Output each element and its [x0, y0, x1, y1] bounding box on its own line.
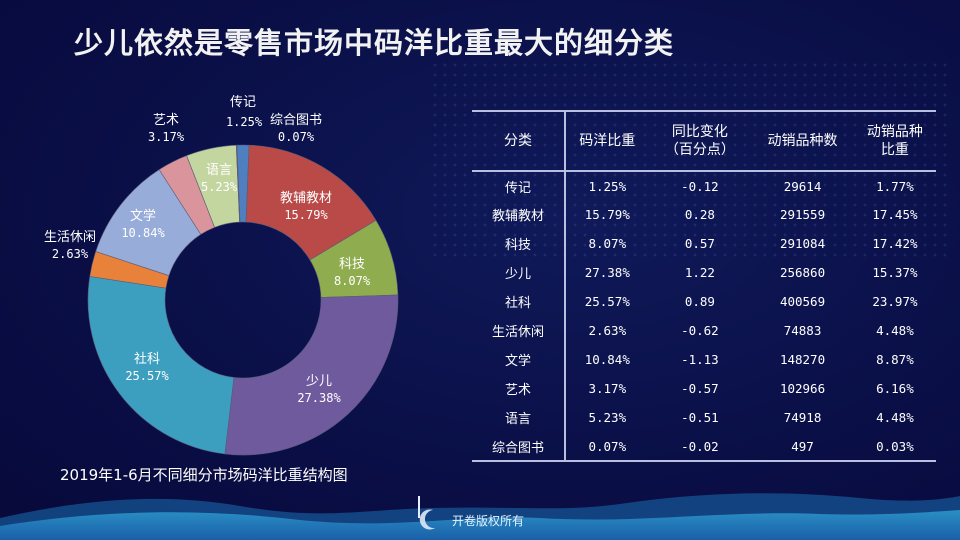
- cell-category: 科技: [472, 229, 566, 258]
- cell-value: 256860: [779, 265, 826, 280]
- cell-category: 传记: [472, 171, 566, 200]
- cell-value: 74918: [783, 410, 822, 425]
- cell-value: -0.51: [681, 410, 719, 425]
- cell-category: 社科: [472, 287, 566, 316]
- donut-chart: [87, 144, 399, 456]
- label-biography-pct: 1.25%: [225, 115, 263, 129]
- cell-value: 102966: [779, 381, 826, 396]
- label-technology: 科技 8.07%: [333, 257, 371, 288]
- label-general-books: 综合图书 0.07%: [269, 113, 323, 144]
- cell-value: 1.22: [684, 265, 715, 280]
- cell-value: -1.13: [681, 352, 719, 367]
- cell-value: 8.87%: [876, 352, 914, 367]
- header-yoy-change: 同比变化 （百分点）: [664, 124, 735, 158]
- cell-value: 0.07%: [588, 438, 627, 454]
- cell-category: 综合图书: [472, 432, 566, 461]
- cell-value: 3.17%: [588, 381, 627, 396]
- cell-value: 0.89: [684, 294, 715, 309]
- cell-value: 291084: [779, 236, 826, 251]
- cell-value: 15.79%: [584, 207, 630, 222]
- cell-value: 27.38%: [584, 265, 630, 280]
- table-row: 语言 5.23% -0.51 74918 4.48%: [472, 403, 936, 432]
- openbook-logo-icon: [418, 496, 435, 530]
- cell-value: -0.57: [681, 381, 719, 396]
- header-active-titles: 动销品种数: [767, 133, 838, 149]
- label-education: 教辅教材 15.79%: [279, 191, 333, 222]
- label-art: 艺术 3.17%: [147, 113, 185, 144]
- footer-wave: [0, 493, 960, 540]
- table-row: 少儿 27.38% 1.22 256860 15.37%: [472, 258, 936, 287]
- cell-category: 艺术: [472, 374, 566, 403]
- cell-value: 0.03%: [876, 438, 914, 454]
- cell-value: 10.84%: [584, 352, 630, 367]
- cell-value: 0.57: [684, 236, 715, 251]
- cell-category: 生活休闲: [472, 316, 566, 345]
- cell-value: -0.12: [681, 178, 719, 194]
- cell-value: 400569: [779, 294, 826, 309]
- cell-value: 0.28: [684, 207, 715, 222]
- cell-value: 1.25%: [588, 178, 627, 194]
- table-row: 综合图书 0.07% -0.02 497 0.03%: [472, 432, 936, 461]
- donut-slice: [235, 144, 241, 223]
- cell-value: 23.97%: [872, 294, 918, 309]
- cell-value: 15.37%: [872, 265, 918, 280]
- cell-value: 25.57%: [584, 294, 630, 309]
- header-category: 分类: [472, 111, 566, 171]
- header-active-titles-share: 动销品种 比重: [866, 124, 923, 158]
- donut-slice: [224, 294, 399, 456]
- donut-slice: [87, 276, 235, 455]
- label-lifestyle: 生活休闲 2.63%: [43, 230, 97, 261]
- table-row: 科技 8.07% 0.57 291084 17.42%: [472, 229, 936, 258]
- table-row: 艺术 3.17% -0.57 102966 6.16%: [472, 374, 936, 403]
- cell-value: 17.45%: [872, 207, 918, 222]
- cell-value: -0.02: [681, 438, 719, 454]
- table-row: 传记 1.25% -0.12 29614 1.77%: [472, 171, 936, 200]
- cell-value: 29614: [783, 178, 822, 194]
- header-share: 码洋比重: [579, 133, 636, 149]
- table-row: 教辅教材 15.79% 0.28 291559 17.45%: [472, 200, 936, 229]
- cell-category: 少儿: [472, 258, 566, 287]
- cell-category: 语言: [472, 403, 566, 432]
- label-children: 少儿 27.38%: [297, 374, 341, 405]
- cell-value: 148270: [779, 352, 826, 367]
- page-title: 少儿依然是零售市场中码洋比重最大的细分类: [74, 26, 675, 60]
- cell-value: 4.48%: [876, 323, 914, 338]
- cell-value: 5.23%: [588, 410, 627, 425]
- table-row: 生活休闲 2.63% -0.62 74883 4.48%: [472, 316, 936, 345]
- cell-category: 教辅教材: [472, 200, 566, 229]
- cell-value: 497: [791, 438, 814, 454]
- cell-value: 4.48%: [876, 410, 914, 425]
- table-row: 社科 25.57% 0.89 400569 23.97%: [472, 287, 936, 316]
- label-biography: 传记: [229, 95, 257, 110]
- label-language: 语言 5.23%: [200, 163, 238, 194]
- copyright-text: 开卷版权所有: [452, 514, 525, 528]
- table-header-row: 分类 码洋比重 同比变化 （百分点） 动销品种数 动销品种 比重: [472, 111, 936, 171]
- cell-value: 291559: [779, 207, 826, 222]
- chart-caption: 2019年1-6月不同细分市场码洋比重结构图: [60, 466, 348, 484]
- cell-value: 1.77%: [876, 178, 914, 194]
- table-row: 文学 10.84% -1.13 148270 8.87%: [472, 345, 936, 374]
- cell-value: 6.16%: [876, 381, 914, 396]
- cell-value: 8.07%: [588, 236, 627, 251]
- cell-value: 17.42%: [872, 236, 918, 251]
- label-social-science: 社科 25.57%: [125, 352, 169, 383]
- label-literature: 文学 10.84%: [121, 209, 165, 240]
- cell-value: -0.62: [681, 323, 719, 338]
- cell-value: 2.63%: [588, 323, 627, 338]
- cell-category: 文学: [472, 345, 566, 374]
- data-table: 分类 码洋比重 同比变化 （百分点） 动销品种数 动销品种 比重 传记 1.25% -0…: [472, 110, 936, 462]
- cell-value: 74883: [783, 323, 822, 338]
